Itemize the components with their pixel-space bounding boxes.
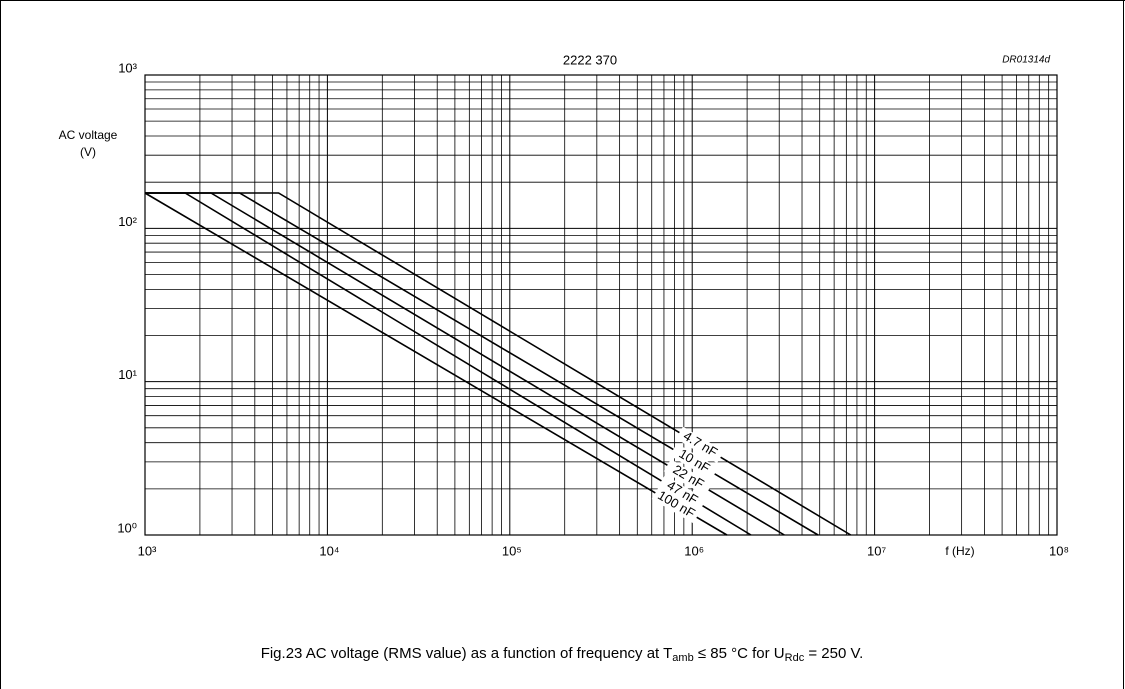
- caption-text: ≤ 85 °C for U: [694, 645, 785, 662]
- caption-subscript: amb: [672, 652, 693, 664]
- y-tick-label: 10⁰: [117, 520, 137, 535]
- y-tick-label: 10³: [118, 60, 137, 75]
- caption-subscript: Rdc: [785, 652, 805, 664]
- series-line: [145, 192, 752, 536]
- x-axis-label: f (Hz): [945, 544, 974, 558]
- label-mask: [669, 443, 719, 480]
- y-tick-label: 10²: [118, 214, 137, 229]
- y-axis-label: AC voltage: [59, 128, 118, 142]
- label-mask: [675, 426, 725, 464]
- chart-title: 2222 370: [563, 52, 617, 67]
- caption-text: = 250 V.: [804, 645, 863, 662]
- label-mask: [651, 486, 701, 524]
- caption: Fig.23 AC voltage (RMS value) as a funct…: [261, 645, 864, 664]
- caption-text: Fig.23 AC voltage (RMS value) as a funct…: [261, 645, 673, 662]
- x-tick-label: 10⁶: [684, 543, 704, 558]
- label-mask: [663, 459, 713, 496]
- y-tick-label: 10¹: [118, 367, 137, 382]
- plot-frame: [144, 74, 1058, 536]
- y-axis-label: (V): [80, 145, 96, 159]
- x-tick-label: 10⁴: [319, 543, 339, 558]
- x-tick-label: 10³: [138, 543, 157, 558]
- x-tick-label: 10⁵: [502, 543, 522, 558]
- x-tick-label: 10⁸: [1049, 543, 1069, 558]
- figure-code: DR01314d: [1002, 55, 1050, 66]
- x-tick-label: 10⁷: [867, 543, 886, 558]
- label-mask: [657, 474, 707, 512]
- series-line: [144, 192, 728, 536]
